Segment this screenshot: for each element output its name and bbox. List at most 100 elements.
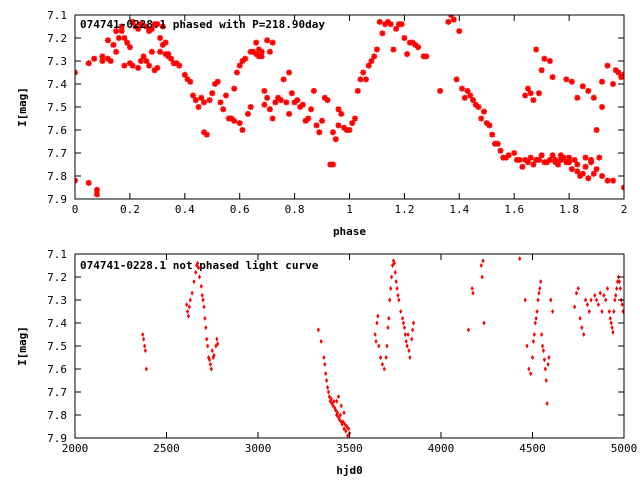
- data-point: [518, 256, 522, 262]
- data-point: [142, 336, 146, 342]
- data-point: [198, 94, 205, 101]
- data-point: [250, 48, 257, 55]
- data-point: [341, 124, 348, 131]
- data-point: [157, 35, 164, 41]
- data-point: [535, 156, 542, 163]
- data-point: [527, 154, 534, 161]
- data-point: [236, 120, 243, 127]
- data-point: [148, 25, 155, 32]
- data-point: [165, 53, 172, 60]
- data-point: [536, 297, 540, 303]
- data-point: [502, 154, 509, 161]
- data-point: [404, 51, 411, 58]
- data-point: [185, 309, 190, 314]
- data-point: [538, 286, 542, 291]
- data-point: [415, 44, 422, 51]
- data-point: [205, 336, 209, 342]
- data-point: [144, 366, 148, 372]
- data-point: [589, 297, 593, 303]
- data-point: [400, 315, 405, 321]
- chart-panel-2: 2000 2500 3000 3500 4000 4500 5000 7.1 7.2 7.3 7.4…: [16, 248, 637, 477]
- data-point: [297, 104, 304, 110]
- data-point: [388, 297, 392, 303]
- data-point: [294, 97, 301, 104]
- data-point: [583, 297, 588, 303]
- data-point: [524, 85, 531, 92]
- data-point: [596, 154, 603, 161]
- data-point: [349, 120, 356, 127]
- data-point: [560, 154, 567, 161]
- data-point: [615, 69, 622, 76]
- data-point: [280, 76, 287, 83]
- data-point: [505, 152, 512, 159]
- data-point: [537, 290, 541, 296]
- data-point: [135, 64, 142, 71]
- data-point: [608, 315, 612, 321]
- x-tick-label: 0.2: [120, 203, 140, 216]
- data-point: [604, 297, 608, 303]
- data-point: [599, 173, 606, 179]
- data-point: [478, 115, 485, 122]
- data-point: [299, 101, 306, 108]
- data-point: [325, 384, 330, 390]
- data-point: [121, 62, 128, 69]
- data-point: [453, 76, 460, 83]
- data-point: [331, 403, 335, 409]
- data-point: [612, 309, 616, 314]
- y-tick-label: 7.6: [47, 363, 67, 376]
- data-point: [351, 115, 358, 122]
- data-point: [239, 58, 246, 64]
- data-point: [599, 78, 606, 85]
- data-point: [522, 156, 529, 163]
- data-point: [339, 403, 343, 409]
- data-point: [545, 401, 549, 406]
- data-point: [610, 177, 617, 184]
- data-point: [387, 315, 391, 321]
- data-point: [574, 94, 581, 101]
- data-point: [214, 78, 221, 85]
- data-point: [437, 87, 444, 94]
- data-point: [576, 286, 580, 291]
- y-tick-label: 7.2: [47, 271, 67, 284]
- data-point: [519, 163, 526, 170]
- data-point: [187, 78, 194, 85]
- data-point: [310, 87, 317, 94]
- data-point: [208, 361, 213, 367]
- data-point: [190, 92, 197, 99]
- data-point: [471, 290, 475, 296]
- data-point: [405, 343, 409, 349]
- data-point: [204, 325, 208, 331]
- data-point: [255, 46, 262, 53]
- data-point: [544, 159, 551, 166]
- data-point: [327, 394, 331, 400]
- data-point: [141, 332, 145, 337]
- y-tick-label: 7.5: [47, 340, 67, 353]
- y-tick-label: 7.8: [47, 409, 67, 422]
- data-point: [143, 23, 150, 30]
- data-point: [286, 110, 293, 117]
- data-point: [129, 18, 136, 25]
- data-point: [269, 115, 276, 122]
- data-point: [200, 292, 204, 298]
- data-point: [151, 67, 158, 74]
- data-point: [568, 166, 575, 173]
- data-point: [600, 309, 604, 314]
- data-point: [93, 191, 100, 198]
- y-tick-label: 7.2: [47, 32, 67, 45]
- data-point: [407, 348, 411, 354]
- data-point: [342, 426, 346, 432]
- data-point: [551, 309, 555, 314]
- data-point: [217, 99, 224, 106]
- data-point: [157, 48, 164, 55]
- data-point: [321, 94, 328, 101]
- data-point: [557, 152, 564, 159]
- data-points: [141, 256, 624, 438]
- data-point: [613, 297, 617, 303]
- data-point: [118, 28, 125, 35]
- data-point: [195, 104, 202, 110]
- data-point: [549, 297, 553, 303]
- data-point: [605, 286, 610, 291]
- data-point: [547, 355, 551, 360]
- data-point: [523, 297, 527, 303]
- y-tick-label: 7.1: [47, 9, 67, 22]
